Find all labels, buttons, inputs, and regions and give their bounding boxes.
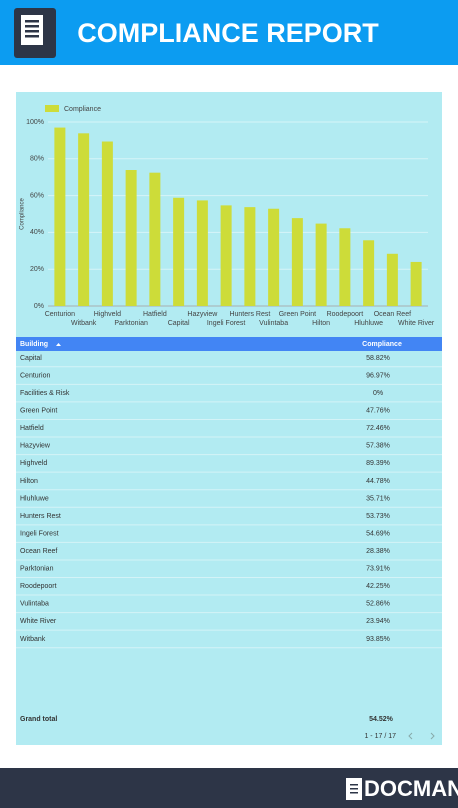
table-header — [16, 337, 442, 351]
cell: Capital — [20, 355, 42, 362]
bar — [149, 172, 161, 306]
bar — [244, 207, 256, 306]
cell: Ingeli Forest — [20, 530, 59, 537]
cell: 35.71% — [366, 495, 390, 502]
cell: Facilities & Risk — [20, 390, 70, 397]
y-tick-label: 80% — [30, 156, 44, 163]
cell: 28.38% — [366, 548, 390, 555]
prev-page-button[interactable] — [408, 732, 413, 740]
bar — [315, 223, 327, 306]
cell: 52.86% — [366, 601, 390, 608]
page-title: COMPLIANCE REPORT — [77, 18, 379, 48]
x-tick-label: White River — [398, 320, 435, 327]
cell: 58.82% — [366, 355, 390, 362]
x-tick-label: Ocean Reef — [374, 311, 411, 318]
cell: Parktonian — [20, 566, 54, 573]
cell: 93.85% — [366, 636, 390, 643]
cell: Green Point — [20, 408, 57, 415]
cell: 47.76% — [366, 408, 390, 415]
footer-logo: DOCMAN — [364, 776, 458, 801]
x-tick-label: Hazyview — [187, 311, 218, 318]
bar — [125, 170, 137, 306]
cell: 53.73% — [366, 513, 390, 520]
x-tick-label: Capital — [168, 320, 190, 327]
cell: Hilton — [20, 478, 38, 485]
cell: 42.25% — [366, 583, 390, 590]
bar — [363, 240, 375, 306]
y-tick-label: 0% — [34, 303, 44, 310]
y-axis-label: Compliance — [20, 197, 26, 229]
bar — [101, 141, 113, 306]
x-tick-label: Parktonian — [114, 320, 148, 327]
y-tick-label: 60% — [30, 192, 44, 199]
legend-swatch — [45, 105, 59, 112]
cell: Hunters Rest — [20, 513, 61, 520]
bar — [291, 218, 303, 306]
x-tick-label: Witbank — [71, 320, 97, 327]
cell: Roodepoort — [20, 583, 57, 590]
total-label: Grand total — [20, 716, 57, 723]
cell: Witbank — [20, 636, 46, 643]
cell: 72.46% — [366, 425, 390, 432]
bar — [339, 228, 351, 306]
bar — [386, 253, 398, 306]
legend-label: Compliance — [64, 106, 101, 113]
cell: 23.94% — [366, 618, 390, 625]
cell: 96.97% — [366, 372, 390, 379]
cell: Ocean Reef — [20, 548, 57, 555]
column-header[interactable]: Building — [20, 341, 48, 348]
y-tick-label: 40% — [30, 229, 44, 236]
cell: Hatfield — [20, 425, 44, 432]
bar — [54, 127, 66, 307]
x-tick-label: Hilton — [312, 320, 330, 327]
cell: White River — [20, 618, 57, 625]
x-tick-label: Highveld — [94, 311, 121, 318]
x-tick-label: Roodepoort — [327, 311, 364, 318]
y-tick-label: 100% — [26, 119, 44, 126]
cell: 89.39% — [366, 460, 390, 467]
column-header[interactable]: Compliance — [362, 341, 402, 348]
cell: Highveld — [20, 460, 47, 467]
next-page-button[interactable] — [430, 732, 435, 740]
cell: 0% — [373, 390, 383, 397]
total-value: 54.52% — [369, 716, 394, 723]
cell: 54.69% — [366, 530, 390, 537]
bar — [220, 205, 232, 306]
bar — [173, 197, 185, 306]
x-tick-label: Hatfield — [143, 311, 167, 318]
sort-icon — [56, 343, 61, 346]
header-bar — [0, 0, 458, 65]
cell: 57.38% — [366, 443, 390, 450]
cell: Vulintaba — [20, 601, 49, 608]
x-tick-label: Green Point — [279, 311, 316, 318]
table: Building Compliance Capital 58.82% Centurion… — [16, 337, 442, 740]
cell: 73.91% — [366, 566, 390, 573]
x-tick-label: Hunters Rest — [229, 311, 270, 318]
cell: Hazyview — [20, 443, 51, 450]
pagination: 1 - 17 / 17 — [364, 733, 396, 740]
x-tick-label: Centurion — [45, 311, 75, 318]
cell: Centurion — [20, 372, 50, 379]
bar — [78, 133, 90, 306]
header-icon — [14, 8, 56, 58]
bar — [268, 208, 280, 306]
x-tick-label: Vulintaba — [259, 320, 288, 327]
cell: Hluhluwe — [20, 495, 49, 502]
y-tick-label: 20% — [30, 266, 44, 273]
footer-bar — [0, 768, 458, 808]
chart: 0% 20% 40% 60% 80% 100% Compliance Compliance Ce… — [20, 105, 435, 327]
cell: 44.78% — [366, 478, 390, 485]
x-tick-label: Hluhluwe — [354, 320, 383, 327]
x-tick-label: Ingeli Forest — [207, 320, 246, 327]
bar — [196, 200, 208, 306]
bar — [410, 261, 422, 306]
footer-logo-icon — [346, 778, 362, 800]
